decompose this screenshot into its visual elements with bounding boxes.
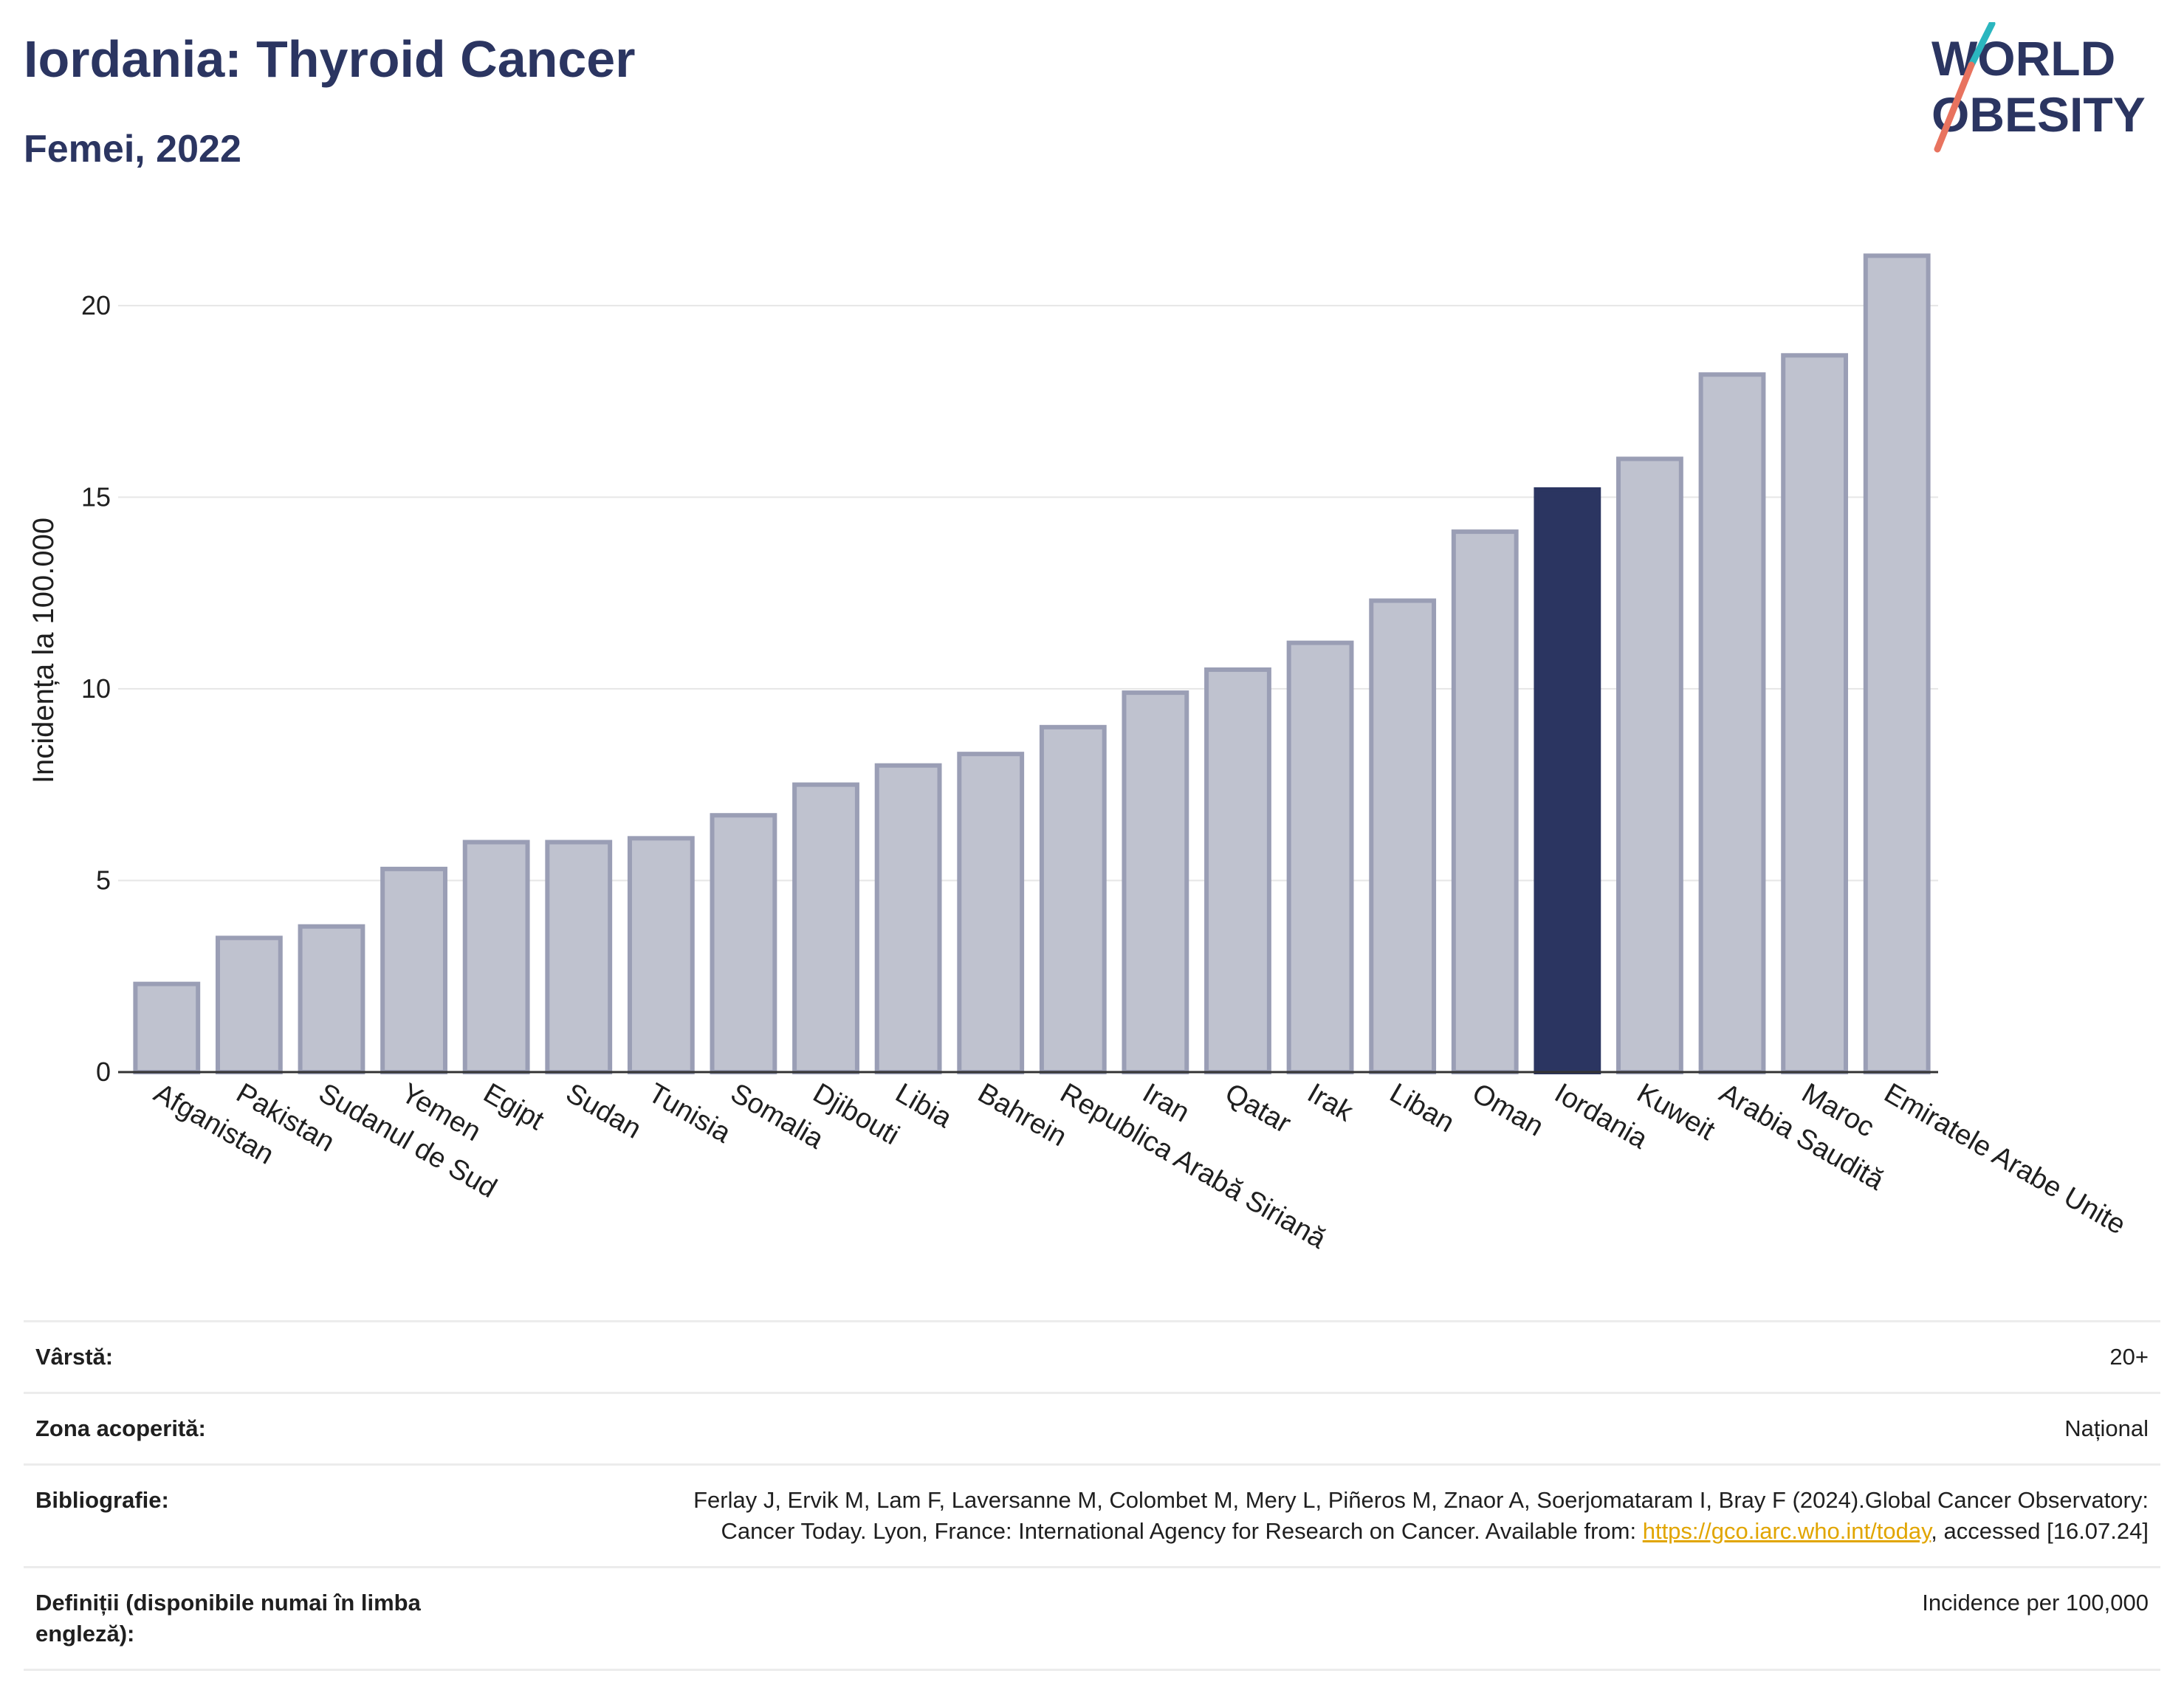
info-value: Național [2064,1415,2149,1441]
x-tick-label: Republica Arabă Siriană [1055,1077,1332,1255]
y-tick-label: 10 [81,673,111,704]
bar-republica-arabă-siriană [1039,724,1107,1074]
x-tick-label: Djibouti [808,1077,904,1151]
page-subtitle: Femei, 2022 [24,128,241,171]
page-title: Iordania: Thyroid Cancer [24,30,636,88]
info-row-age: Vârstă: 20+ [24,1320,2160,1392]
x-tick-label: Egipt [478,1077,549,1136]
bar-libia [874,763,942,1075]
bar-irak [1286,640,1354,1074]
bar-arabia-saudită [1698,372,1766,1075]
y-tick-label: 20 [81,290,111,320]
bar-maroc [1781,353,1849,1075]
bar-kuweit [1616,456,1683,1075]
bar-egipt [462,840,530,1075]
logo-line2: OBESITY [1931,87,2146,142]
info-value: 20+ [2109,1344,2149,1370]
x-tick-label: Oman [1467,1077,1549,1142]
x-tick-label: Irak [1302,1077,1359,1128]
x-tick-label: Iordania [1549,1077,1653,1155]
info-value: Ferlay J, Ervik M, Lam F, Laversanne M, … [635,1485,2149,1547]
info-table: Vârstă: 20+ Zona acoperită: Național Bib… [24,1320,2160,1671]
bar-emiratele-arabe-unite [1863,253,1931,1075]
logo-slash-teal [1968,22,1996,69]
bar-sudanul-de-sud [298,924,365,1075]
bar-djibouti [792,782,859,1074]
x-tick-label: Somalia [725,1077,829,1155]
bar-qatar [1204,667,1271,1074]
bar-yemen [380,866,447,1075]
info-row-coverage: Zona acoperită: Național [24,1392,2160,1463]
bar-liban [1369,598,1437,1074]
bar-bahrein [957,752,1025,1074]
info-key: Definiții (disponibile numai în limba en… [35,1590,421,1647]
x-tick-label: Bahrein [972,1077,1071,1153]
x-tick-label: Sudan [560,1077,646,1144]
logo-line1: WORLD [1931,31,2115,86]
info-key: Bibliografie: [35,1487,169,1513]
y-axis-label: Incidența la 100.000 [27,518,60,783]
bar-afganistan [133,981,201,1075]
x-tick-label: Tunisia [643,1077,737,1149]
bar-tunisia [627,836,695,1074]
bar-sudan [545,840,613,1075]
bibliography-link[interactable]: https://gco.iarc.who.int/today [1642,1518,1931,1544]
bar-somalia [710,813,777,1075]
y-tick-label: 15 [81,481,111,512]
bar-iran [1122,690,1189,1074]
info-row-bibliography: Bibliografie: Ferlay J, Ervik M, Lam F, … [24,1463,2160,1566]
info-key: Vârstă: [35,1344,114,1370]
bar-iordania [1534,487,1601,1074]
info-key: Zona acoperită: [35,1415,206,1441]
bibliography-accessed: , accessed [16.07.24] [1931,1518,2149,1544]
bar-pakistan [215,935,283,1074]
x-tick-label: Emiratele Arabe Unite [1879,1077,2131,1240]
bibliography-text: Ferlay J, Ervik M, Lam F, Laversanne M, … [693,1487,2149,1544]
info-value: Incidence per 100,000 [1922,1590,2149,1616]
logo-slash-red [1934,61,1975,153]
info-row-definitions: Definiții (disponibile numai în limba en… [24,1566,2160,1671]
y-tick-label: 5 [96,865,111,895]
bar-oman [1451,529,1519,1074]
x-tick-label: Liban [1384,1077,1460,1139]
world-obesity-logo: WORLD OBESITY [1931,22,2146,153]
x-tick-label: Qatar [1220,1077,1297,1139]
y-tick-label: 0 [96,1057,111,1087]
